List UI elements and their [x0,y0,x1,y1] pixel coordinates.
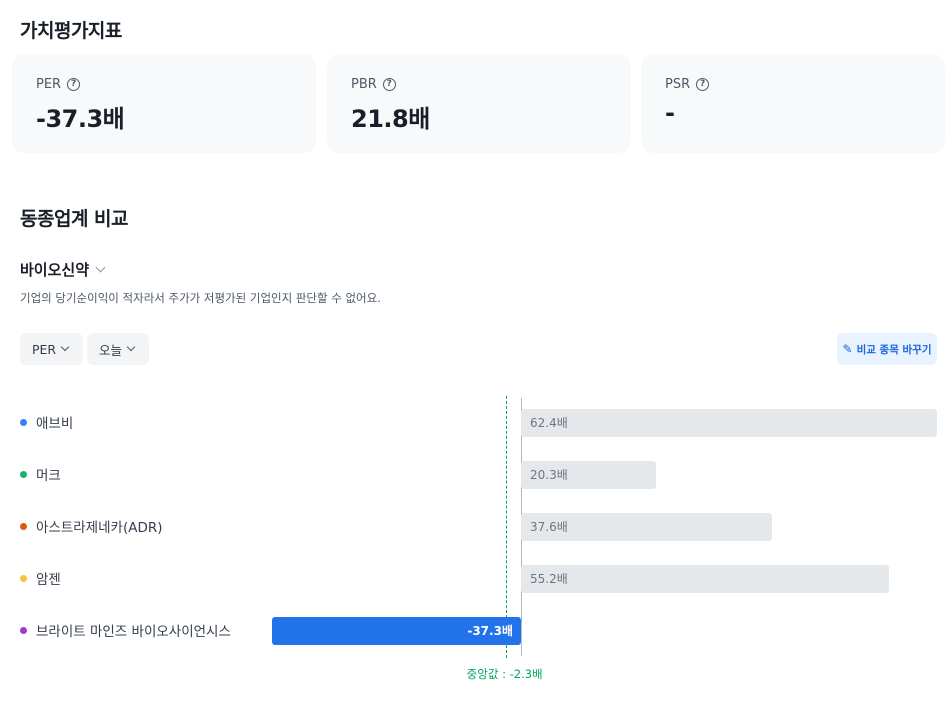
bar [521,409,937,437]
company-name: 애브비 [36,416,74,432]
company-name: 브라이트 마인즈 바이오사이언시스 [36,624,231,640]
chart-row-label: 애브비 [20,412,73,432]
period-select-label: 오늘 [99,342,123,358]
notice-text: 기업의 당기순이익이 적자라서 주가가 저평가된 기업인지 판단할 수 없어요. [20,291,381,305]
median-line [505,396,507,658]
pbr-value: 21.8배 [351,105,430,133]
change-compare-label: 비교 종목 바꾸기 [856,343,932,356]
bar-value-label: 55.2배 [530,572,568,586]
bar [272,617,521,645]
median-label: 중앙값 : -2.3배 [466,667,543,681]
bar-value-label: 62.4배 [530,416,568,430]
psr-value: - [665,99,675,127]
bar-value-label: 20.3배 [530,468,568,482]
change-compare-button[interactable]: ✎ 비교 종목 바꾸기 [837,333,937,365]
bar [521,565,889,593]
pbr-label: PBR [351,76,377,92]
chevron-down-icon [95,262,106,272]
question-circle-icon[interactable]: ? [696,77,710,91]
chart-row-label: 암젠 [20,568,61,588]
bar [521,513,772,541]
legend-dot [20,574,27,582]
industry-label: 바이오신약 [20,261,90,279]
chevron-down-icon [126,342,136,351]
industry-selector[interactable]: 바이오신약 [20,259,106,280]
bar-value-label: -37.3배 [467,624,513,638]
legend-dot [20,470,27,478]
bar [521,461,657,489]
valuation-title: 가치평가지표 [20,20,122,42]
pencil-icon: ✎ [842,342,853,356]
bar-value-label: 37.6배 [530,520,568,534]
peer-comparison-title: 동종업계 비교 [20,208,129,230]
psr-card: PSR? - [641,54,945,153]
company-name: 아스트라제네카(ADR) [36,520,163,536]
company-name: 암젠 [36,572,61,588]
psr-label: PSR [665,76,691,92]
per-label: PER [36,76,62,92]
chart-row-label: 머크 [20,464,61,484]
legend-dot [20,522,27,530]
period-select[interactable]: 오늘 [87,333,149,365]
per-card: PER? -37.3배 [12,54,316,153]
pbr-card: PBR? 21.8배 [327,54,631,153]
chevron-down-icon [60,342,70,351]
metric-select-label: PER [32,341,57,357]
legend-dot [20,626,27,634]
question-circle-icon[interactable]: ? [382,77,396,91]
question-circle-icon[interactable]: ? [67,77,81,91]
company-name: 머크 [36,468,61,484]
metric-select[interactable]: PER [20,333,83,365]
chart-row-label: 브라이트 마인즈 바이오사이언시스 [20,620,231,640]
per-value: -37.3배 [36,105,125,133]
legend-dot [20,418,27,426]
chart-row-label: 아스트라제네카(ADR) [20,516,162,536]
